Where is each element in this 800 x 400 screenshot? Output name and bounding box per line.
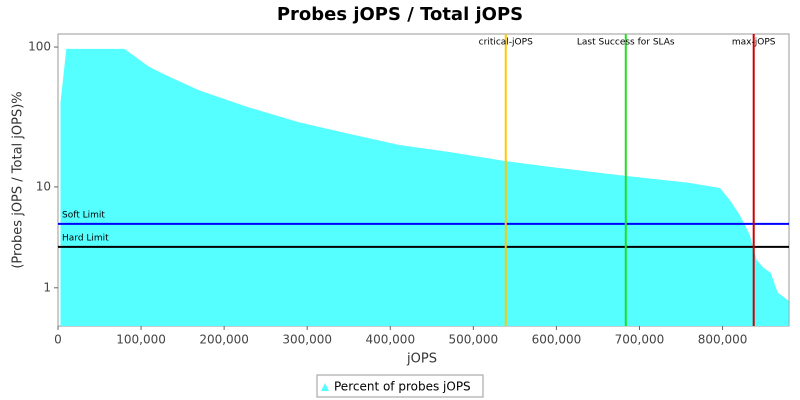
marker-label: Last Success for SLAs [577, 38, 675, 48]
x-tick-label: 800,000 [698, 333, 748, 347]
x-tick-label: 300,000 [282, 333, 332, 347]
y-tick-label: 10 [36, 179, 51, 193]
x-tick-label: 100,000 [116, 333, 166, 347]
y-tick-label: 100 [28, 40, 51, 54]
x-tick-label: 600,000 [532, 333, 582, 347]
legend-label: Percent of probes jOPS [334, 380, 471, 394]
area [60, 48, 789, 327]
x-tick-label: 700,000 [615, 333, 665, 347]
limit-label: Hard Limit [62, 233, 109, 243]
x-tick-label: 0 [54, 333, 62, 347]
y-tick-label: 1 [43, 280, 51, 294]
y-axis-label: (Probes jOPS / Total jOPS)% [11, 91, 26, 268]
marker-label: critical-jOPS [479, 38, 533, 48]
legend-swatch [321, 383, 329, 391]
legend-box [316, 374, 484, 398]
limit-label: Soft Limit [62, 210, 105, 220]
chart-title: Probes jOPS / Total jOPS [277, 4, 523, 25]
x-tick-label: 500,000 [449, 333, 499, 347]
marker-label: max-jOPS [732, 38, 776, 48]
x-axis-label: jOPS [406, 352, 437, 367]
x-tick-label: 200,000 [199, 333, 249, 347]
x-tick-label: 400,000 [365, 333, 415, 347]
